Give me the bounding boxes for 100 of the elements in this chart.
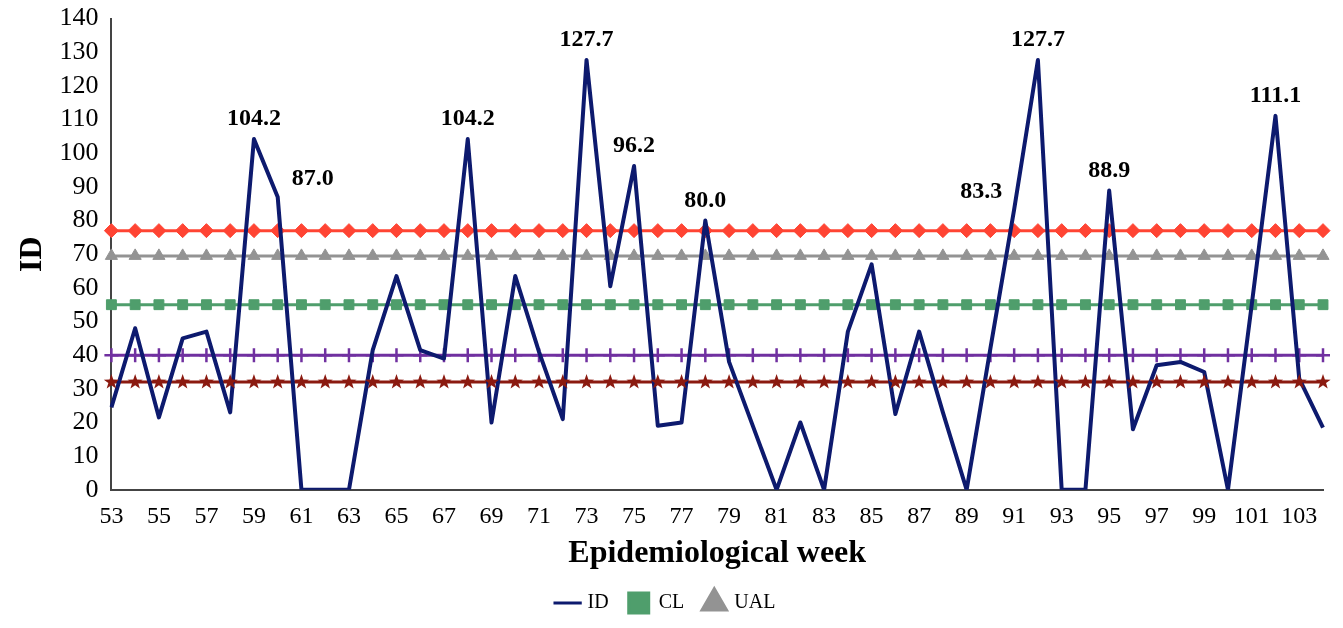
point bbox=[1172, 223, 1188, 239]
x-tick-label: 93 bbox=[1049, 502, 1074, 529]
point bbox=[887, 346, 904, 364]
y-axis-title: ID bbox=[12, 236, 49, 272]
point bbox=[1125, 374, 1141, 389]
data-label: 127.7 bbox=[559, 25, 614, 52]
point bbox=[1100, 346, 1118, 364]
x-tick-label: 79 bbox=[717, 502, 742, 529]
x-tick-label: 95 bbox=[1097, 502, 1122, 529]
point bbox=[673, 346, 690, 364]
point bbox=[673, 374, 690, 389]
point bbox=[1220, 223, 1236, 239]
point bbox=[533, 299, 545, 311]
point bbox=[911, 223, 927, 239]
point bbox=[745, 223, 761, 239]
point bbox=[507, 346, 524, 364]
point bbox=[436, 374, 452, 389]
data-label: 104.2 bbox=[440, 104, 495, 131]
point bbox=[245, 346, 263, 364]
point bbox=[934, 346, 952, 364]
x-tick-label: 73 bbox=[574, 502, 599, 529]
point bbox=[1222, 299, 1234, 311]
point bbox=[1029, 346, 1047, 364]
point bbox=[937, 299, 949, 311]
point bbox=[200, 299, 212, 311]
point bbox=[674, 223, 690, 239]
point bbox=[224, 299, 236, 311]
x-tick-label: 97 bbox=[1144, 502, 1169, 529]
legend-label: CL bbox=[658, 590, 685, 613]
point bbox=[602, 346, 619, 364]
point bbox=[484, 223, 500, 239]
x-tick-label: 81 bbox=[764, 502, 789, 529]
point bbox=[1291, 374, 1307, 389]
point bbox=[984, 299, 996, 311]
point bbox=[1054, 223, 1070, 239]
point bbox=[792, 346, 809, 364]
point bbox=[1079, 299, 1091, 311]
point bbox=[151, 223, 167, 239]
point bbox=[412, 374, 428, 389]
point bbox=[958, 346, 975, 364]
point bbox=[815, 346, 833, 364]
point bbox=[557, 299, 569, 311]
point bbox=[127, 223, 143, 239]
point bbox=[840, 223, 856, 239]
point bbox=[864, 223, 880, 239]
point bbox=[887, 374, 903, 389]
y-tick-label: 90 bbox=[72, 170, 99, 200]
point bbox=[1125, 223, 1141, 239]
x-tick-label: 53 bbox=[99, 502, 124, 529]
x-tick-label: 67 bbox=[432, 502, 456, 529]
data-label: 127.7 bbox=[1010, 25, 1065, 52]
y-tick-label: 30 bbox=[72, 372, 99, 402]
point bbox=[1315, 374, 1331, 389]
point bbox=[175, 374, 191, 389]
point bbox=[365, 374, 381, 389]
point bbox=[414, 299, 426, 311]
point bbox=[1005, 346, 1023, 364]
point bbox=[579, 223, 595, 239]
point bbox=[198, 223, 214, 239]
point bbox=[365, 223, 381, 239]
x-tick-label: 83 bbox=[812, 502, 837, 529]
point bbox=[745, 374, 761, 389]
point bbox=[129, 299, 141, 311]
point bbox=[341, 374, 357, 389]
point bbox=[531, 223, 547, 239]
point bbox=[1127, 299, 1139, 311]
point bbox=[1175, 299, 1186, 311]
x-tick-label: 89 bbox=[954, 502, 979, 529]
point bbox=[1314, 346, 1332, 364]
y-tick-label: 80 bbox=[72, 204, 99, 234]
point bbox=[792, 223, 808, 239]
point bbox=[105, 299, 117, 311]
point bbox=[222, 223, 238, 239]
point bbox=[460, 374, 476, 389]
point bbox=[1077, 223, 1093, 239]
point bbox=[319, 299, 331, 311]
point bbox=[1149, 223, 1165, 239]
point bbox=[864, 374, 880, 389]
point bbox=[507, 374, 523, 389]
point bbox=[341, 223, 357, 239]
point bbox=[388, 374, 405, 389]
point bbox=[935, 374, 951, 389]
point bbox=[628, 299, 640, 311]
point bbox=[816, 374, 832, 389]
point bbox=[1315, 223, 1331, 239]
x-tick-label: 55 bbox=[146, 502, 171, 529]
point bbox=[198, 374, 215, 389]
point bbox=[721, 223, 737, 239]
point bbox=[913, 299, 925, 311]
data-label: 104.2 bbox=[226, 104, 281, 131]
x-tick-label: 101 bbox=[1233, 502, 1270, 529]
point bbox=[721, 374, 737, 389]
point bbox=[246, 374, 262, 389]
x-tick-label: 103 bbox=[1281, 502, 1318, 529]
point bbox=[103, 374, 120, 389]
point bbox=[959, 374, 975, 389]
x-axis-title: Epidemiological week bbox=[568, 533, 867, 570]
point bbox=[1056, 299, 1068, 311]
x-tick-label: 59 bbox=[241, 502, 266, 529]
point bbox=[650, 223, 666, 239]
